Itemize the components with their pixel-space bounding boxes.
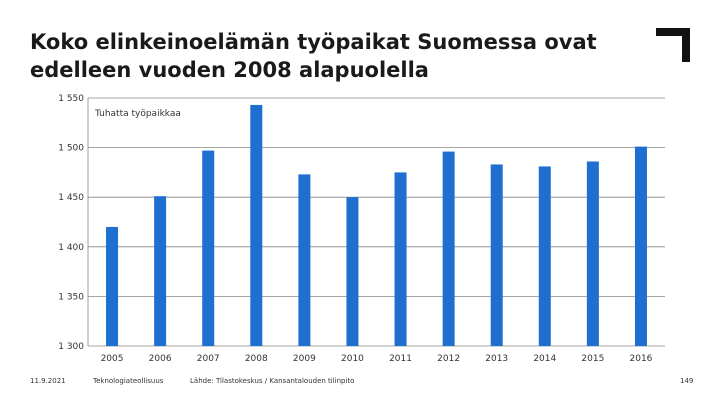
bar — [634, 146, 647, 346]
x-tick-label: 2009 — [293, 354, 316, 364]
x-tick-label: 2005 — [101, 354, 124, 364]
bar — [394, 172, 407, 346]
bar — [250, 104, 263, 346]
y-tick-label: 1 400 — [58, 243, 84, 253]
slide-title: Koko elinkeinoelämän työpaikat Suomessa … — [30, 28, 650, 84]
y-tick-label: 1 500 — [58, 144, 84, 154]
x-tick-label: 2007 — [197, 354, 220, 364]
bar — [346, 197, 359, 346]
bar — [538, 166, 551, 346]
y-tick-label: 1 450 — [58, 193, 84, 203]
y-tick-label: 1 550 — [58, 94, 84, 104]
bar — [106, 226, 119, 346]
slide-title-line-2: edelleen vuoden 2008 alapuolella — [30, 58, 429, 82]
x-tick-label: 2014 — [533, 354, 556, 364]
x-tick-label: 2016 — [630, 354, 653, 364]
x-tick-label: 2010 — [341, 354, 364, 364]
footer-page-number: 149 — [680, 377, 694, 385]
footer-source: Lähde: Tilastokeskus / Kansantalouden ti… — [190, 377, 355, 385]
bar — [586, 161, 599, 346]
x-tick-label: 2015 — [581, 354, 604, 364]
bar — [154, 196, 167, 346]
bar — [442, 151, 455, 346]
x-tick-label: 2008 — [245, 354, 268, 364]
x-tick-label: 2013 — [485, 354, 508, 364]
footer-date: 11.9.2021 — [30, 377, 66, 385]
slide-title-line-1: Koko elinkeinoelämän työpaikat Suomessa … — [30, 30, 597, 54]
y-tick-label: 1 350 — [58, 292, 84, 302]
y-tick-label: 1 300 — [58, 342, 84, 352]
footer-organization: Teknologiateollisuus — [93, 377, 164, 385]
gridlines — [88, 97, 665, 347]
series-label: Tuhatta työpaikkaa — [94, 109, 181, 119]
x-tick-label: 2006 — [149, 354, 172, 364]
bar — [298, 174, 311, 346]
bar — [202, 150, 215, 346]
bar — [490, 164, 503, 346]
x-tick-label: 2011 — [389, 354, 412, 364]
corner-bracket-logo-icon — [656, 28, 690, 62]
x-tick-label: 2012 — [437, 354, 460, 364]
